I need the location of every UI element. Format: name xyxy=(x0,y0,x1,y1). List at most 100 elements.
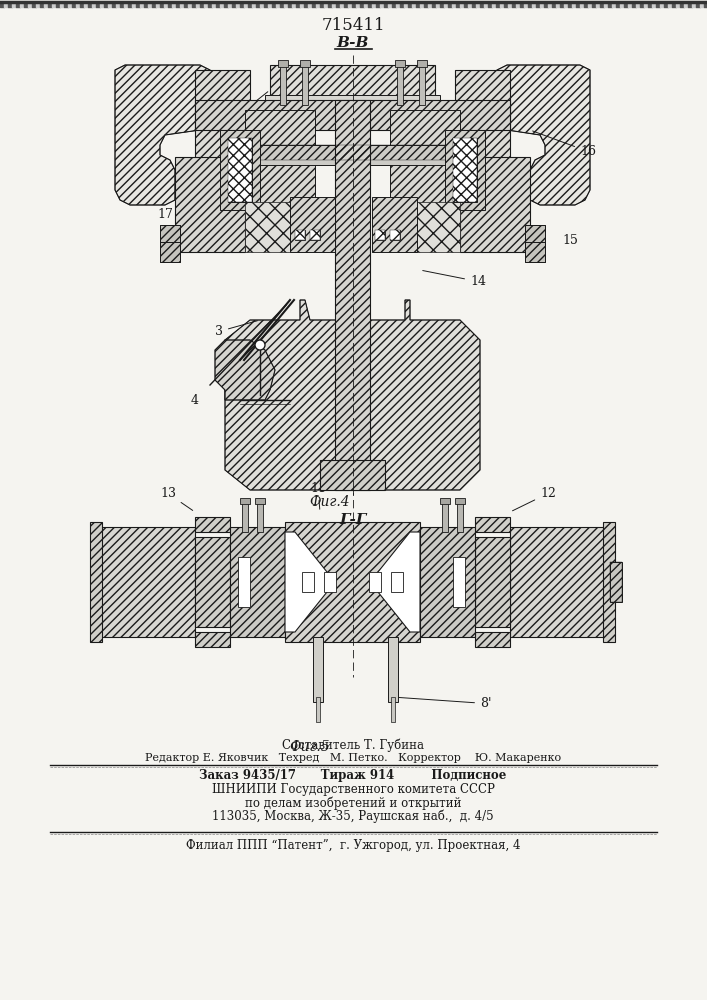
Bar xyxy=(453,138,477,202)
Text: 715411: 715411 xyxy=(321,16,385,33)
Bar xyxy=(525,225,545,245)
Bar xyxy=(475,517,510,532)
Bar xyxy=(390,230,400,240)
Bar xyxy=(310,230,320,240)
Text: 15: 15 xyxy=(562,233,578,246)
Text: 17: 17 xyxy=(157,209,173,222)
Text: 4: 4 xyxy=(191,393,199,406)
Bar xyxy=(419,65,425,105)
Bar xyxy=(369,572,381,592)
Bar xyxy=(175,157,245,252)
Text: 13: 13 xyxy=(160,487,193,510)
Bar xyxy=(391,697,395,722)
Bar xyxy=(90,522,102,642)
Bar xyxy=(238,557,250,607)
Bar xyxy=(455,70,510,205)
Polygon shape xyxy=(492,65,590,205)
Text: Составитель Т. Губина: Составитель Т. Губина xyxy=(282,738,424,752)
Bar xyxy=(445,130,485,210)
Bar xyxy=(195,517,230,532)
Bar xyxy=(320,460,385,490)
Bar xyxy=(391,572,403,592)
Bar xyxy=(242,502,248,532)
Bar xyxy=(453,138,477,202)
Bar xyxy=(285,522,420,642)
Bar xyxy=(270,65,435,100)
Bar xyxy=(295,230,305,240)
Bar xyxy=(160,225,180,245)
Bar xyxy=(525,242,545,262)
Text: Фиг.5: Фиг.5 xyxy=(290,740,330,754)
Text: Редактор Е. Яковчик   Техред   М. Петко.   Корректор    Ю. Макаренко: Редактор Е. Яковчик Техред М. Петко. Кор… xyxy=(145,753,561,763)
Bar xyxy=(255,145,450,160)
Bar xyxy=(372,197,417,252)
Bar xyxy=(375,230,385,240)
Bar xyxy=(195,70,250,205)
Bar xyxy=(257,502,263,532)
Bar xyxy=(160,225,180,245)
Text: по делам изобретений и открытий: по делам изобретений и открытий xyxy=(245,796,461,810)
Polygon shape xyxy=(215,340,275,400)
Bar xyxy=(475,632,510,647)
Bar xyxy=(390,230,400,240)
Bar xyxy=(255,498,265,504)
Bar xyxy=(440,498,450,504)
Bar xyxy=(228,138,252,202)
Bar xyxy=(240,498,250,504)
Bar xyxy=(388,637,398,702)
Bar xyxy=(160,242,180,262)
Text: Фиг.4: Фиг.4 xyxy=(310,495,350,509)
Bar xyxy=(100,527,195,637)
Text: 8': 8' xyxy=(395,697,491,710)
Bar xyxy=(265,95,440,105)
Bar xyxy=(610,562,622,602)
Bar xyxy=(220,130,260,210)
Bar xyxy=(230,527,285,637)
Circle shape xyxy=(255,340,265,350)
Bar xyxy=(195,537,230,627)
Text: Г-Г: Г-Г xyxy=(339,513,367,527)
Bar xyxy=(610,562,622,602)
Text: 14: 14 xyxy=(423,271,486,288)
Text: 113035, Москва, Ж-35, Раушская наб.,  д. 4/5: 113035, Москва, Ж-35, Раушская наб., д. … xyxy=(212,809,493,823)
Bar xyxy=(457,502,463,532)
Text: 12: 12 xyxy=(513,487,556,511)
Bar xyxy=(510,527,605,637)
Bar xyxy=(250,145,455,165)
Bar xyxy=(195,632,230,647)
Bar xyxy=(280,65,286,105)
Bar xyxy=(324,572,336,592)
Bar xyxy=(417,60,427,67)
Text: Заказ 9435/17      Тираж 914         Подписное: Заказ 9435/17 Тираж 914 Подписное xyxy=(199,770,507,782)
Polygon shape xyxy=(285,532,335,632)
Text: ШНИИПИ Государственного комитета СССР: ШНИИПИ Государственного комитета СССР xyxy=(211,784,494,796)
Bar xyxy=(245,110,315,205)
Bar xyxy=(310,230,320,240)
Text: Филиал ППП “Патент”,  г. Ужгород, ул. Проектная, 4: Филиал ППП “Патент”, г. Ужгород, ул. Про… xyxy=(186,838,520,852)
Bar xyxy=(390,110,460,205)
Bar xyxy=(453,557,465,607)
Text: 2: 2 xyxy=(220,92,268,133)
Bar xyxy=(603,522,615,642)
Bar xyxy=(302,65,308,105)
Bar xyxy=(295,230,305,240)
Text: 16: 16 xyxy=(532,131,596,158)
Bar xyxy=(420,527,475,637)
Bar xyxy=(415,202,460,252)
Bar xyxy=(302,572,314,592)
Bar xyxy=(278,60,288,67)
Bar xyxy=(316,697,320,722)
Bar xyxy=(300,60,310,67)
Polygon shape xyxy=(225,300,480,490)
Text: 3: 3 xyxy=(215,321,257,338)
Bar xyxy=(228,138,252,202)
Bar xyxy=(395,60,405,67)
Bar xyxy=(245,202,290,252)
Text: 11: 11 xyxy=(310,482,326,509)
Bar xyxy=(525,242,545,262)
Polygon shape xyxy=(115,65,215,205)
Bar xyxy=(375,230,385,240)
Bar xyxy=(160,242,180,262)
Polygon shape xyxy=(370,532,420,632)
Bar xyxy=(313,637,323,702)
